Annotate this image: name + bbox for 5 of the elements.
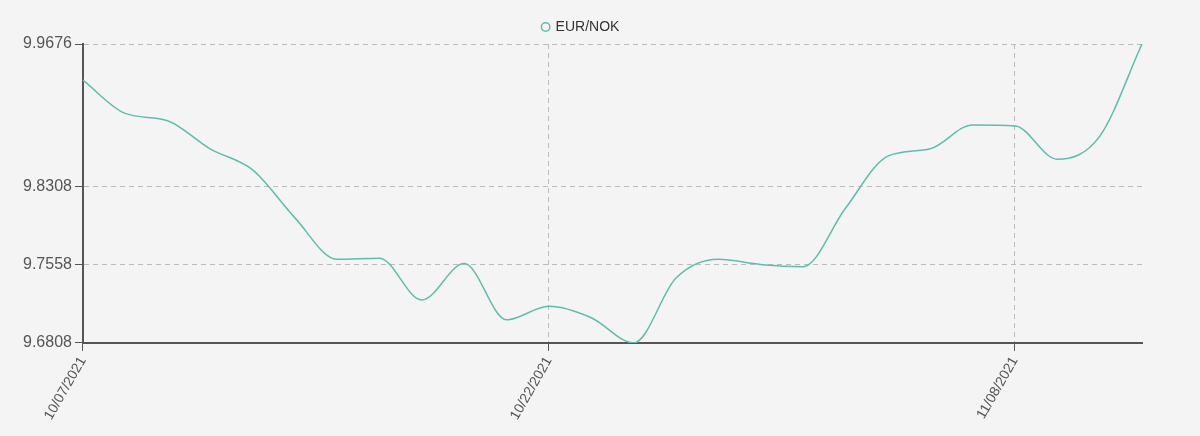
y-tick-label: 9.7558 [23, 255, 73, 273]
y-tick-label: 9.8308 [23, 176, 73, 194]
y-tick-label: 9.6808 [23, 333, 73, 351]
y-tick-label: 9.9676 [23, 34, 73, 52]
legend-label: EUR/NOK [555, 17, 621, 34]
